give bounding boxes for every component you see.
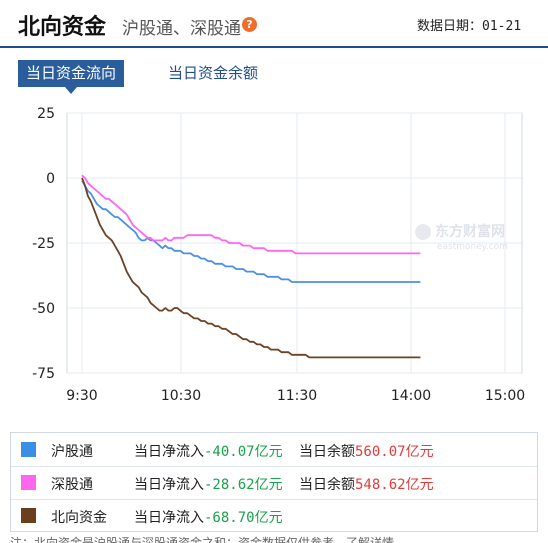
- legend-row: 深股通 当日净流入-28.62亿元 当日余额548.62亿元: [11, 466, 537, 500]
- help-icon[interactable]: ?: [242, 17, 257, 32]
- net-label: 当日净流入: [134, 444, 204, 460]
- balance-label: 当日余额: [299, 444, 355, 460]
- header: 北向资金 沪股通、深股通? 数据日期：01-21: [0, 0, 548, 48]
- y-tick-label: -25: [32, 236, 55, 252]
- x-tick-label: 15:00: [485, 388, 525, 404]
- y-tick-label: 0: [46, 171, 55, 187]
- date-label: 数据日期：: [417, 19, 483, 34]
- balance-label: 当日余额: [299, 477, 355, 493]
- balance-value: 560.07: [355, 444, 406, 460]
- balance-unit: 亿元: [405, 477, 434, 493]
- legend-net-inflow: 当日净流入-28.62亿元: [134, 474, 283, 494]
- x-tick-labels: 9:30 10:30 11:30 14:00 15:00: [66, 388, 525, 404]
- watermark-domain: eastmoney.com: [437, 242, 508, 252]
- y-tick-labels: 25 0 -25 -50 -75: [32, 106, 55, 382]
- watermark: 东方财富网 eastmoney.com: [415, 223, 508, 252]
- y-tick-label: 25: [37, 106, 55, 122]
- tab-daily-flow[interactable]: 当日资金流向: [18, 60, 125, 94]
- legend-table: 沪股通 当日净流入-40.07亿元 当日余额560.07亿元 深股通 当日净流入…: [10, 432, 538, 532]
- net-label: 当日净流入: [134, 510, 204, 526]
- series-line-2: [81, 174, 421, 255]
- legend-swatch: [21, 475, 36, 490]
- balance-value: 548.62: [355, 477, 406, 493]
- tab-daily-balance[interactable]: 当日资金余额: [168, 64, 259, 82]
- legend-row: 北向资金 当日净流入-68.70亿元: [11, 499, 537, 532]
- data-date: 数据日期：01-21: [417, 15, 521, 34]
- net-unit: 亿元: [254, 510, 283, 526]
- x-tick-label: 9:30: [66, 388, 97, 404]
- net-value: -40.07: [204, 444, 255, 460]
- page-title: 北向资金: [18, 15, 107, 40]
- net-unit: 亿元: [254, 477, 283, 493]
- subtitle-text: 沪股通、深股通: [122, 19, 241, 39]
- net-value: -68.70: [204, 510, 255, 526]
- legend-series-name: 北向资金: [51, 510, 107, 526]
- legend-swatch: [21, 508, 36, 523]
- legend-series-name: 深股通: [51, 477, 93, 493]
- x-tick-label: 14:00: [391, 388, 431, 404]
- series-lines: [81, 174, 421, 359]
- footer-note: 注：北向资金是沪股通与深股通资金之和；资金数据仅供参考，了解详情: [10, 536, 395, 543]
- legend-row: 沪股通 当日净流入-40.07亿元 当日余额560.07亿元: [11, 433, 537, 467]
- balance-unit: 亿元: [405, 444, 434, 460]
- watermark-logo-icon: [415, 224, 431, 240]
- series-line-3: [81, 177, 421, 359]
- legend-net-inflow: 当日净流入-40.07亿元: [134, 441, 283, 461]
- flow-chart: 25 0 -25 -50 -75 9:30 10:30 11:30 14:00 15:00 东方…: [32, 106, 525, 404]
- y-tick-label: -75: [32, 366, 55, 382]
- net-value: -28.62: [204, 477, 255, 493]
- page-subtitle: 沪股通、深股通?: [122, 14, 257, 39]
- legend-balance: 当日余额560.07亿元: [299, 441, 434, 461]
- legend-balance: 当日余额548.62亿元: [299, 474, 434, 494]
- watermark-brand: 东方财富网: [435, 223, 505, 240]
- net-label: 当日净流入: [134, 477, 204, 493]
- date-value: 01-21: [482, 19, 522, 34]
- legend-net-inflow: 当日净流入-68.70亿元: [134, 507, 283, 527]
- legend-series-name: 沪股通: [51, 444, 93, 460]
- x-tick-label: 11:30: [277, 388, 317, 404]
- x-tick-label: 10:30: [161, 388, 201, 404]
- y-tick-label: -50: [32, 301, 55, 317]
- net-unit: 亿元: [254, 444, 283, 460]
- grid-lines: [67, 112, 522, 374]
- legend-swatch: [21, 442, 36, 457]
- series-line-1: [81, 180, 421, 283]
